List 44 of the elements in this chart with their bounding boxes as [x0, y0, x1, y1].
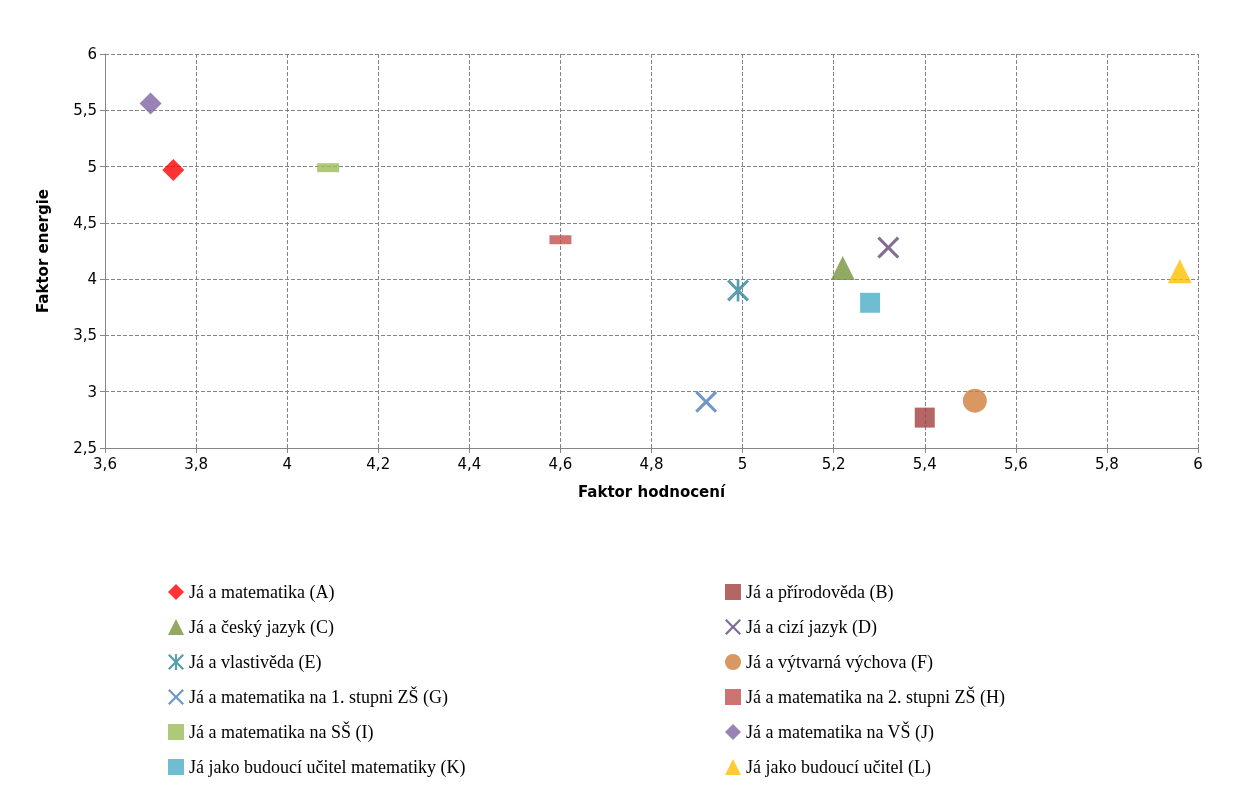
y-tick-label: 5: [87, 157, 97, 176]
point: [695, 390, 718, 413]
x-tick-label: 4,2: [366, 454, 391, 473]
legend-label: Já a matematika (A): [189, 582, 335, 603]
legend-label: Já a český jazyk (C): [189, 617, 334, 638]
y-tick-label: 4,5: [73, 213, 97, 232]
legend-label: Já jako budoucí učitel matematiky (K): [189, 757, 466, 778]
point: [962, 388, 987, 413]
legend-label: Já a matematika na VŠ (J): [746, 721, 935, 743]
y-tick-label: 6: [87, 45, 97, 63]
x-tick-label: 4,8: [639, 454, 664, 473]
x-tick-label: 5,6: [1003, 454, 1028, 473]
legend-label: Já a vlastivěda (E): [189, 652, 322, 673]
x-tick-label: 3,6: [93, 454, 117, 473]
legend-label: Já a matematika na 2. stupni ZŠ (H): [746, 686, 1005, 708]
x-tick-label: 5,8: [1094, 454, 1119, 473]
point: [830, 255, 855, 280]
x-tick-label: 5,4: [912, 454, 937, 473]
point: [914, 407, 935, 428]
y-tick-label: 2,5: [73, 439, 97, 457]
x-tick-label: 4: [282, 454, 292, 473]
legend-label: Já a cizí jazyk (D): [746, 617, 877, 638]
x-tick-label: 5: [737, 454, 748, 473]
x-tick-label: 3,8: [184, 454, 209, 473]
point: [860, 292, 881, 313]
y-tick-label: 4: [87, 270, 97, 289]
x-axis-title: Faktor hodnocení: [577, 482, 726, 501]
legend-label: Já a matematika na 1. stupni ZŠ (G): [189, 686, 448, 708]
x-tick-label: 5,2: [821, 454, 846, 473]
point: [139, 92, 162, 115]
legend-label: Já a výtvarná výchova (F): [746, 652, 933, 673]
point: [1167, 259, 1192, 284]
y-tick-label: 3,5: [73, 326, 97, 345]
y-tick-label: 5,5: [73, 101, 97, 120]
y-tick-label: 3: [87, 382, 97, 401]
x-tick-label: 4,4: [457, 454, 482, 473]
y-axis-title: Faktor energie: [33, 188, 52, 314]
point: [877, 236, 900, 259]
legend-label: Já a matematika na SŠ (I): [189, 721, 374, 743]
x-tick-label: 4,6: [548, 454, 573, 473]
x-tick-label: 6: [1193, 454, 1203, 473]
legend-label: Já jako budoucí učitel (L): [746, 757, 931, 778]
point: [162, 158, 185, 181]
legend-label: Já a přírodověda (B): [746, 582, 894, 603]
